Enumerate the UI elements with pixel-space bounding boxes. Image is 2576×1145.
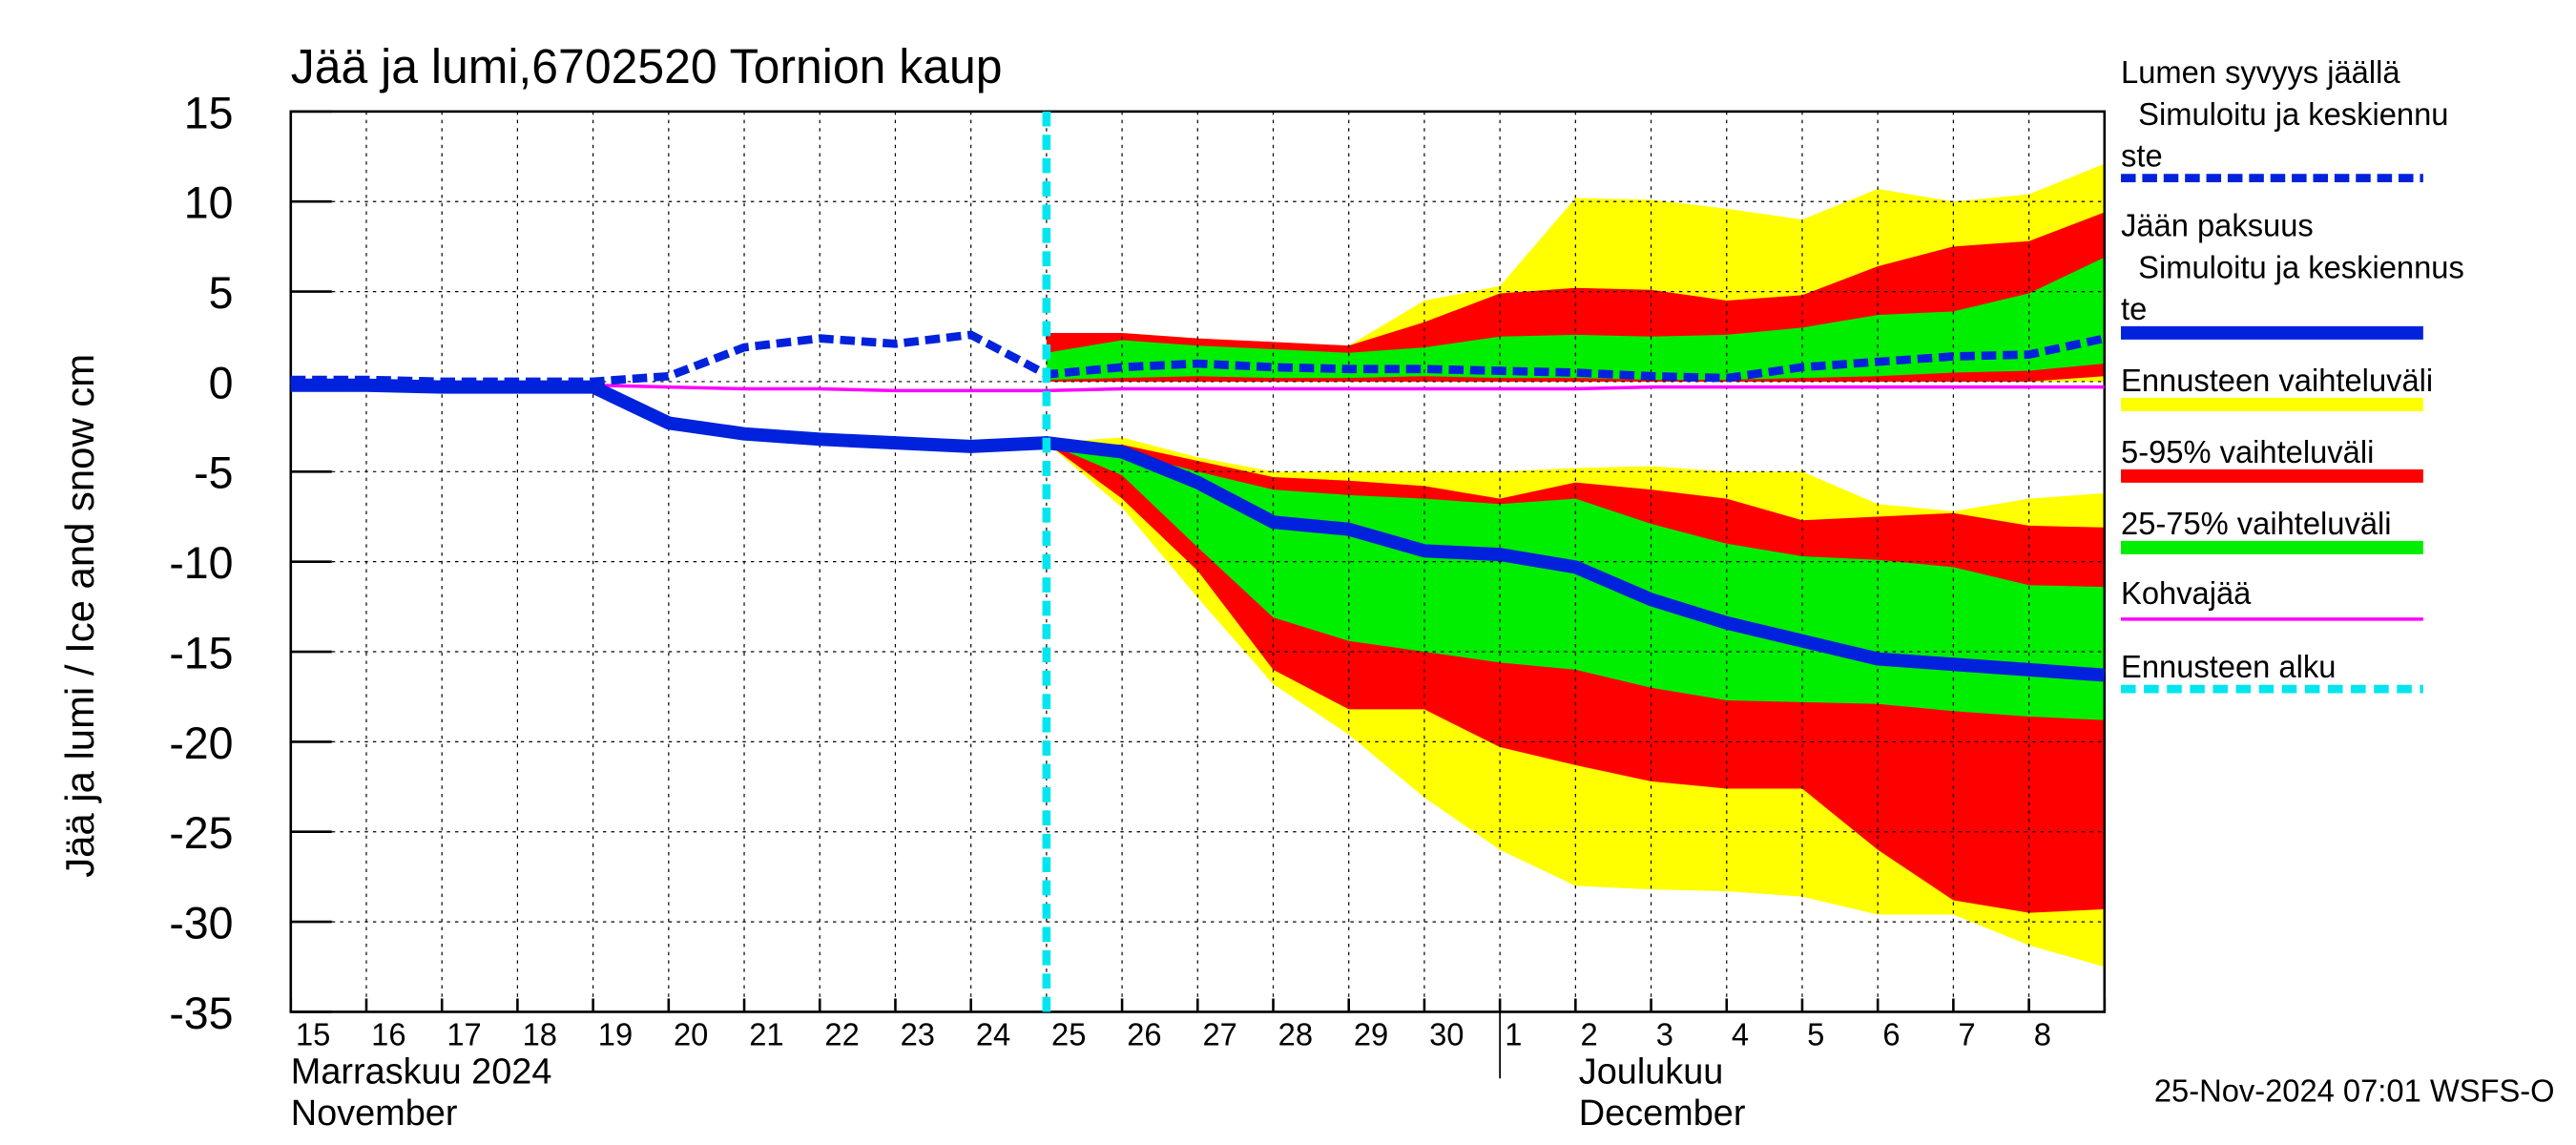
x-tick-label: 28: [1278, 1016, 1313, 1051]
x-tick-label: 2: [1581, 1016, 1598, 1051]
x-tick-label: 1: [1505, 1016, 1522, 1051]
legend-label: Lumen syvyys jäällä Simuloitu ja keskien…: [2121, 54, 2448, 173]
y-tick-label: 10: [184, 177, 234, 227]
x-tick-label: 4: [1732, 1016, 1749, 1051]
x-tick-label: 15: [296, 1016, 330, 1051]
y-axis-label: Jää ja lumi / Ice and snow cm: [57, 354, 102, 878]
x-tick-label: 5: [1807, 1016, 1824, 1051]
month-label: December: [1579, 1093, 1746, 1134]
plot-frame: [289, 110, 2107, 1013]
y-tick-label: -5: [194, 448, 233, 497]
x-tick-label: 21: [749, 1016, 783, 1051]
footer: 25-Nov-2024 07:01 WSFS-O: [2154, 1072, 2555, 1108]
x-tick-label: 19: [598, 1016, 633, 1051]
line: [290, 378, 2106, 682]
y-tick-label: -20: [169, 718, 233, 768]
x-tick-label: 29: [1354, 1016, 1388, 1051]
x-tick-label: 25: [1051, 1016, 1086, 1051]
x-tick-label: 8: [2034, 1016, 2051, 1051]
band: [1046, 257, 2105, 381]
legend-label: Ennusteen alku: [2121, 649, 2336, 684]
y-tick-label: -35: [169, 989, 233, 1038]
month-label: Marraskuu 2024: [291, 1051, 552, 1092]
x-tick-label: 17: [447, 1016, 481, 1051]
y-tick-label: -30: [169, 898, 233, 947]
x-tick-label: 22: [824, 1016, 859, 1051]
y-tick-label: -15: [169, 628, 233, 677]
x-tick-label: 6: [1882, 1016, 1900, 1051]
x-tick-label: 23: [901, 1016, 935, 1051]
legend-label: 5-95% vaihteluväli: [2121, 434, 2374, 469]
x-tick-label: 26: [1127, 1016, 1161, 1051]
chart-title: Jää ja lumi,6702520 Tornion kaup: [291, 40, 1003, 94]
y-tick-label: 0: [209, 358, 234, 407]
x-tick-label: 3: [1656, 1016, 1673, 1051]
x-tick-label: 30: [1429, 1016, 1464, 1051]
x-tick-label: 24: [976, 1016, 1010, 1051]
y-tick-label: -25: [169, 808, 233, 858]
y-tick-label: 15: [184, 88, 234, 137]
x-tick-label: 27: [1202, 1016, 1236, 1051]
month-label: November: [291, 1093, 458, 1134]
month-label: Joulukuu: [1579, 1051, 1724, 1092]
legend-label: 25-75% vaihteluväli: [2121, 506, 2392, 541]
x-tick-label: 16: [371, 1016, 405, 1051]
x-tick-label: 20: [674, 1016, 708, 1051]
legend-label: Kohvajää: [2121, 575, 2252, 611]
legend-label: Ennusteen vaihteluväli: [2121, 363, 2433, 398]
y-tick-label: -10: [169, 538, 233, 588]
legend-label: Jään paksuus Simuloitu ja keskiennus te: [2121, 207, 2464, 325]
x-tick-label: 18: [523, 1016, 557, 1051]
x-tick-label: 7: [1959, 1016, 1976, 1051]
y-tick-label: 5: [209, 268, 234, 318]
